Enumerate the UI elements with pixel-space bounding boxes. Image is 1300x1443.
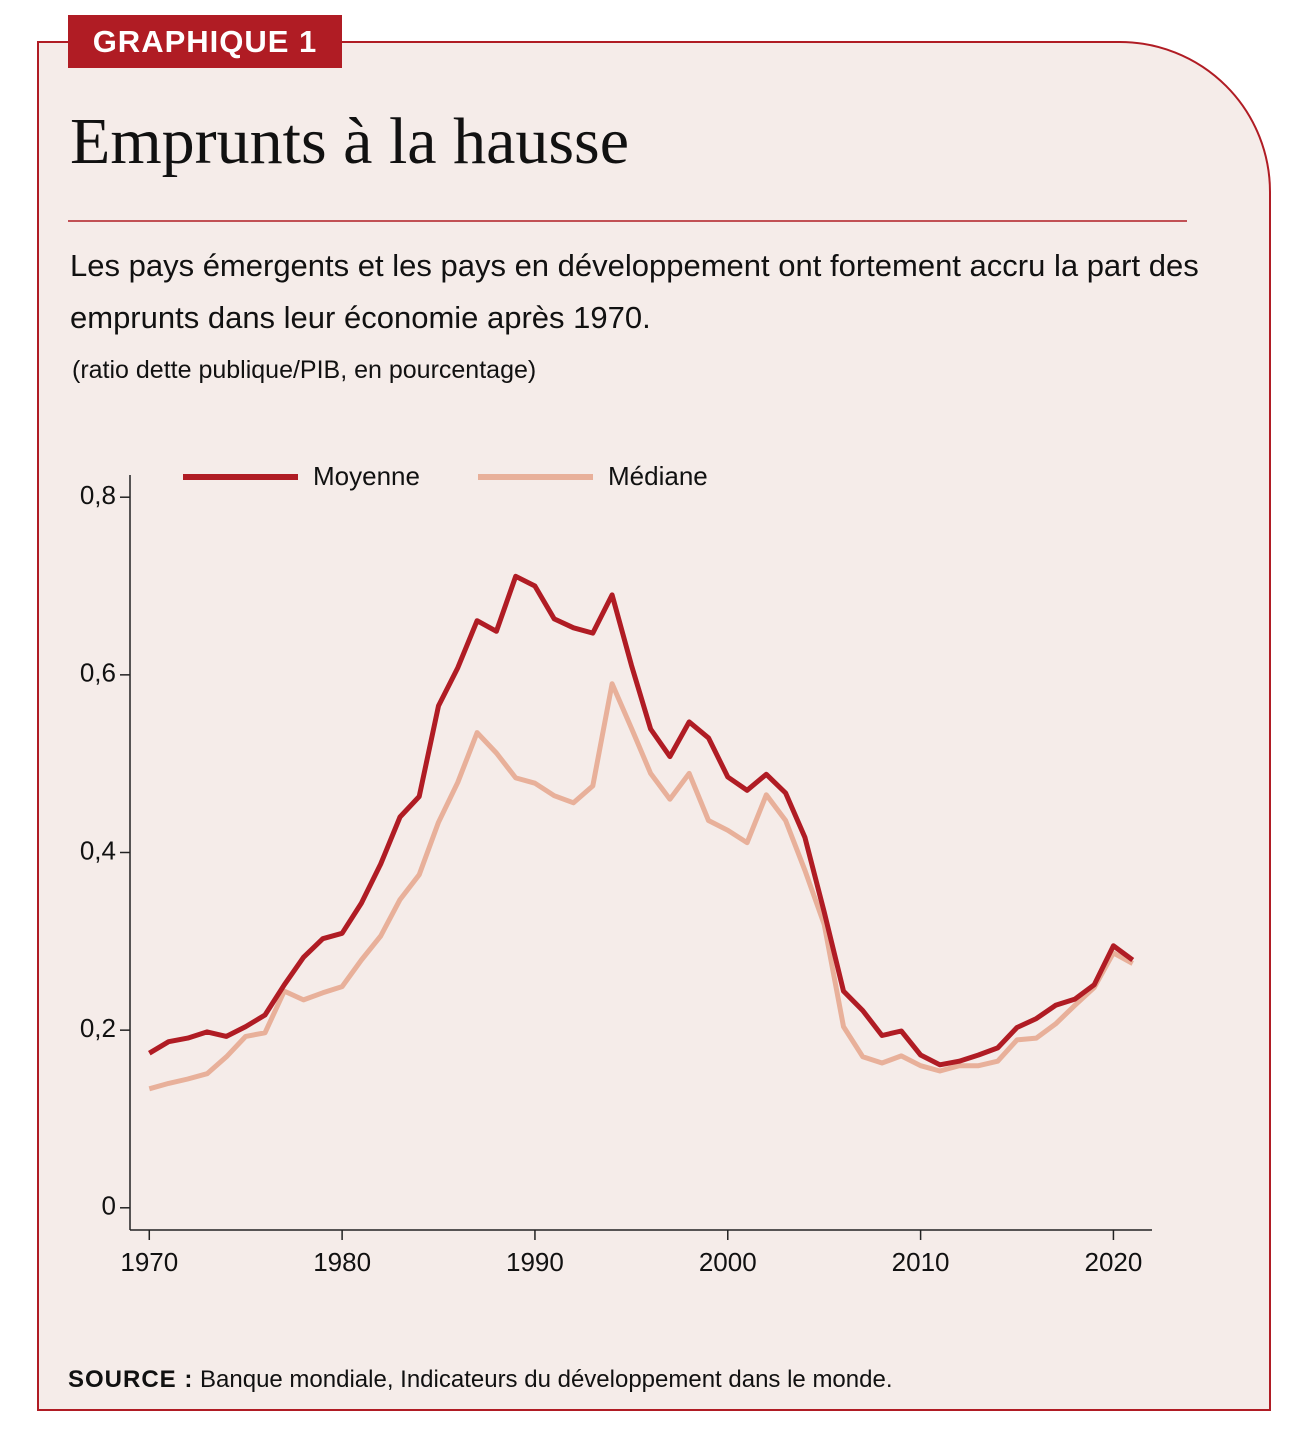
line-series — [148, 573, 1135, 1068]
source: SOURCE : Banque mondiale, Indicateurs du… — [68, 1366, 893, 1394]
legend-label: Moyenne — [313, 461, 420, 491]
subtitle: Les pays émergents et les pays en dévelo… — [70, 248, 1199, 335]
badge: GRAPHIQUE 1 — [68, 15, 342, 68]
x-tick-label: 1970 — [120, 1247, 178, 1277]
line-series — [148, 681, 1134, 1092]
legend-label: Médiane — [608, 461, 708, 491]
y-tick-label: 0,2 — [80, 1013, 116, 1043]
y-tick-label: 0 — [102, 1191, 116, 1221]
y-tick-label: 0,6 — [80, 658, 116, 688]
x-tick-label: 2010 — [892, 1247, 950, 1277]
x-tick-label: 2020 — [1085, 1247, 1143, 1277]
unit-note: (ratio dette publique/PIB, en pourcentag… — [72, 356, 537, 384]
chart-title: Emprunts à la hausse — [70, 105, 630, 178]
y-tick-label: 0,4 — [80, 835, 116, 865]
x-tick-label: 1980 — [313, 1247, 371, 1277]
source-text: Banque mondiale, Indicateurs du développ… — [200, 1366, 893, 1393]
x-tick-label: 2000 — [699, 1247, 757, 1277]
y-tick-label: 0,8 — [80, 480, 116, 510]
x-tick-label: 1990 — [506, 1247, 564, 1277]
source-label: SOURCE : — [68, 1366, 194, 1393]
